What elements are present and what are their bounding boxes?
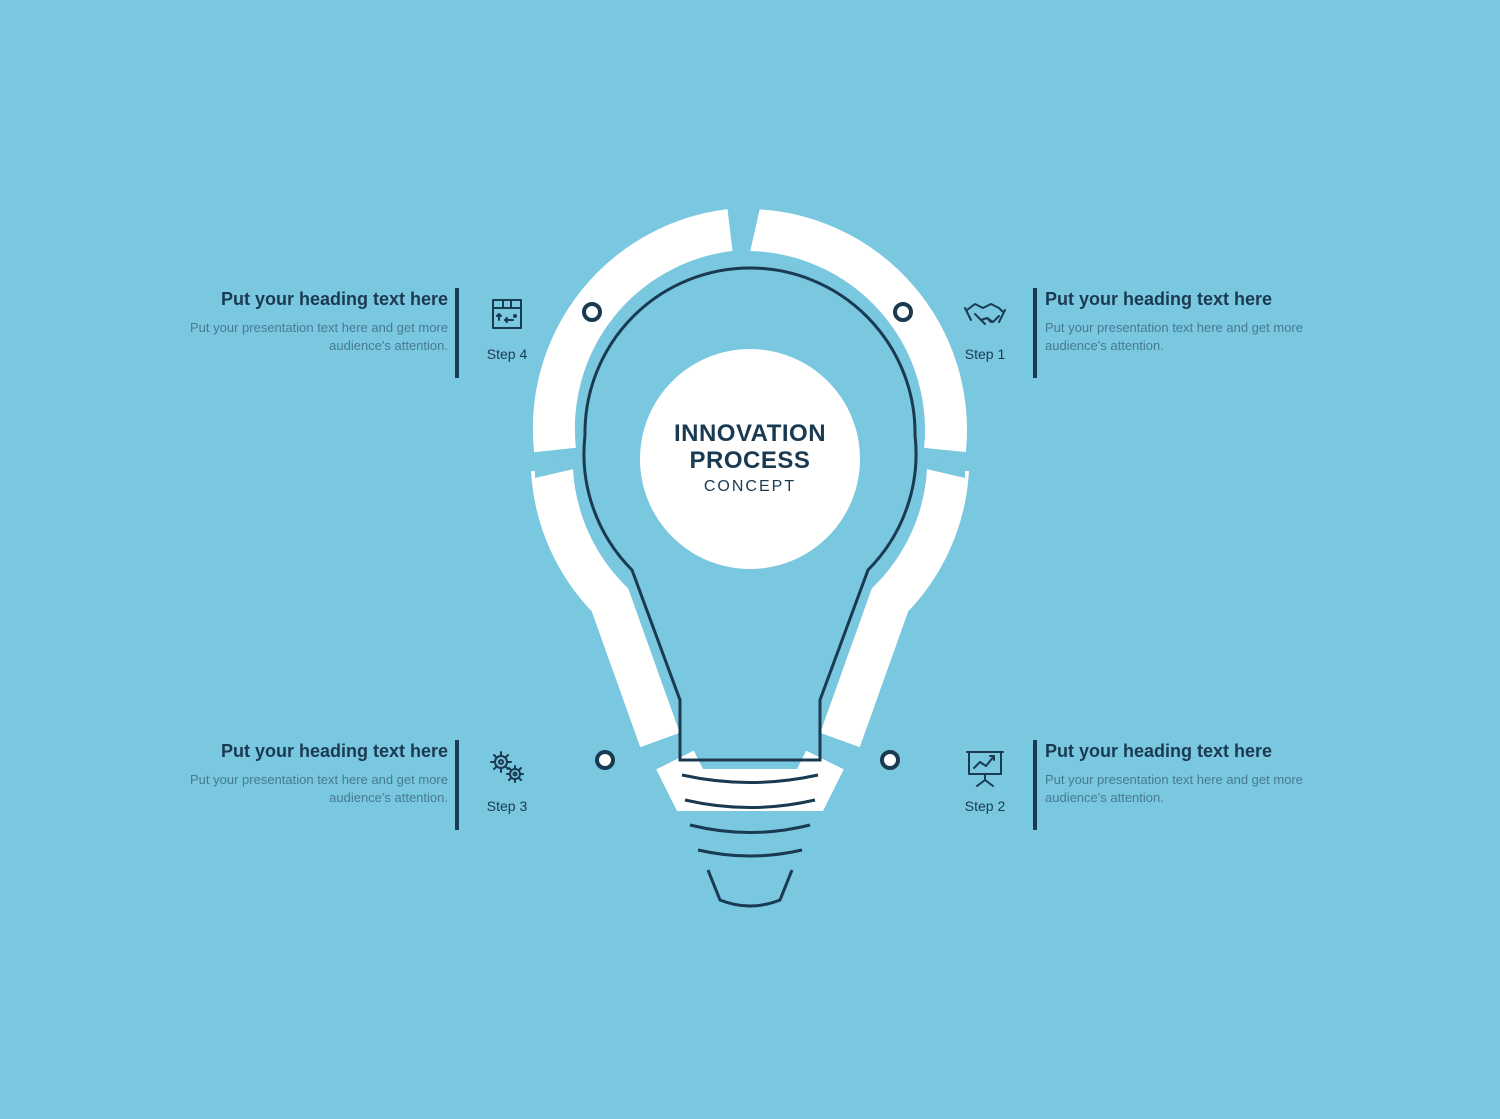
step-2-text: Put your heading text here Put your pres… (1045, 740, 1325, 807)
step-1-accent-bar (1033, 288, 1037, 378)
step-3-heading: Put your heading text here (168, 740, 448, 763)
connector-dot-4 (582, 302, 602, 322)
step-1-heading: Put your heading text here (1045, 288, 1325, 311)
step-4-heading: Put your heading text here (168, 288, 448, 311)
center-title-circle: INNOVATION PROCESS CONCEPT (640, 349, 860, 569)
step-3-accent-bar (455, 740, 459, 830)
step-4-accent-bar (455, 288, 459, 378)
connector-dot-3 (595, 750, 615, 770)
step-4-description: Put your presentation text here and get … (168, 319, 448, 355)
step-3-description: Put your presentation text here and get … (168, 771, 448, 807)
connector-dot-1 (893, 302, 913, 322)
handshake-icon (961, 290, 1009, 338)
center-title: INNOVATION PROCESS (674, 421, 826, 474)
step-4-text: Put your heading text here Put your pres… (168, 288, 448, 355)
step-3-icon-block: Step 3 (472, 742, 542, 814)
step-1-text: Put your heading text here Put your pres… (1045, 288, 1325, 355)
title-line-2: PROCESS (690, 447, 811, 474)
infographic-canvas: INNOVATION PROCESS CONCEPT Step 1 Put yo… (0, 0, 1500, 1119)
step-1-label: Step 1 (950, 346, 1020, 362)
step-2-heading: Put your heading text here (1045, 740, 1325, 763)
step-4-label: Step 4 (472, 346, 542, 362)
connector-dot-2 (880, 750, 900, 770)
step-4-icon-block: Step 4 (472, 290, 542, 362)
center-subtitle: CONCEPT (704, 478, 796, 496)
gears-icon (483, 742, 531, 790)
presentation-icon (961, 742, 1009, 790)
lightbulb-outline: INNOVATION PROCESS CONCEPT (490, 200, 1010, 920)
title-line-1: INNOVATION (674, 420, 826, 447)
step-1-icon-block: Step 1 (950, 290, 1020, 362)
step-3-label: Step 3 (472, 798, 542, 814)
step-2-description: Put your presentation text here and get … (1045, 771, 1325, 807)
step-2-icon-block: Step 2 (950, 742, 1020, 814)
step-3-text: Put your heading text here Put your pres… (168, 740, 448, 807)
box-icon (483, 290, 531, 338)
step-2-accent-bar (1033, 740, 1037, 830)
step-1-description: Put your presentation text here and get … (1045, 319, 1325, 355)
step-2-label: Step 2 (950, 798, 1020, 814)
